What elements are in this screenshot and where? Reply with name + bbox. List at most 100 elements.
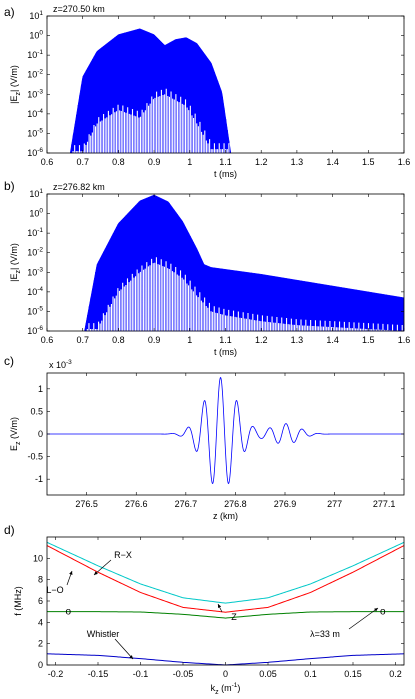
annotation-arrow: [114, 638, 134, 660]
y-tick-label: 10-2: [27, 247, 43, 258]
wavelength-marker: o: [65, 607, 71, 618]
panel-b: 0.6 0.7 0.8 0.9 1 1.1 1.2 1.3 1.4 1.5 1.610110010-…: [9, 182, 410, 357]
panel-label-3: d): [4, 523, 15, 537]
y-tick-exponent: 1: [39, 188, 43, 195]
y-tick-label: -1: [35, 474, 43, 484]
y-tick-base: 10: [29, 209, 39, 219]
y-axis-label: |Ez| (V/m): [9, 243, 22, 282]
x-tick-label: -0.05: [173, 669, 194, 679]
plot-frame-1: [46, 193, 405, 332]
x-tick-label: 1.5: [362, 157, 375, 167]
y-axis-label: |Ez| (V/m): [9, 65, 22, 104]
y-tick-base: 10: [27, 128, 37, 138]
x-tick-label: 276.6: [125, 499, 148, 509]
x-tick-label: 1.1: [219, 157, 232, 167]
y-tick-exponent: 0: [39, 30, 43, 37]
y-tick-exponent: 0: [39, 208, 43, 215]
y-tick-base: 10: [27, 287, 37, 297]
y-tick-label: 10-6: [27, 325, 43, 336]
y-tick-label: 0: [38, 429, 43, 439]
x-tick-label: 0.1: [304, 669, 317, 679]
x-axis-label: z (km): [213, 511, 238, 521]
waveform-spikes: [85, 195, 403, 331]
series-annotation: Z: [231, 612, 237, 622]
y-axis-label-sub: z: [15, 92, 22, 96]
y-tick-label: -0.5: [27, 452, 43, 462]
y-tick-base: 10: [27, 326, 37, 336]
x-tick-label: 276.5: [75, 499, 98, 509]
x-tick-label: 0.2: [389, 669, 402, 679]
y-axis-label-sub: z: [15, 441, 22, 445]
panel-d: o o -0.2 -0.15 -0.1 -0.05 0 0.05 0.1 0.15 0.2 0 2 4 6 8…: [13, 537, 405, 696]
y-tick-base: 10: [29, 11, 39, 21]
series-annotation: λ=33 m: [310, 629, 340, 639]
y-tick-exponent: -4: [37, 286, 43, 293]
y-tick-exponent: -5: [37, 305, 43, 312]
waveform-gaps: [72, 88, 230, 153]
y-tick-label: 4: [38, 617, 43, 627]
y-tick-label: 10-1: [27, 227, 43, 238]
y-tick-exponent: -2: [37, 69, 43, 76]
series-line-z: [47, 611, 404, 619]
panel-c: 276.5 276.6 276.7 276.8 276.9 277 277.1 -1 -0.5 0…: [9, 359, 404, 521]
plot-frame-0: [46, 15, 405, 154]
y-tick-label: 0.5: [30, 406, 43, 416]
x-tick-label: 1.3: [291, 335, 304, 345]
y-tick-exponent: -3: [37, 88, 43, 95]
x-tick-label: -0.15: [88, 669, 109, 679]
y-tick-label: 1: [38, 384, 43, 394]
plot-frame-3: [46, 536, 405, 666]
x-tick-label: 1.6: [398, 335, 411, 345]
x-tick-label: 0.15: [344, 669, 362, 679]
x-tick-label: 0.8: [112, 335, 125, 345]
y-tick-base: 10: [27, 89, 37, 99]
series-line-lo: [46, 545, 405, 613]
z-annotation: z=270.50 km: [53, 4, 105, 14]
series-line-rx: [46, 541, 405, 604]
panel-label-0: a): [4, 5, 15, 19]
x-axis-label-tail: (m: [219, 683, 232, 693]
x-axis-label-sup: -1: [232, 682, 238, 689]
y-tick-base: 10: [27, 50, 37, 60]
y-tick-base: 10: [27, 306, 37, 316]
y-tick-label: 0: [38, 660, 43, 670]
y-tick-label: 10-3: [27, 266, 43, 277]
x-tick-label: 276.9: [274, 499, 297, 509]
x-tick-label: 0.7: [76, 335, 89, 345]
x-tick-label: 1.2: [255, 335, 268, 345]
y-tick-label: 10-3: [27, 88, 43, 99]
x-axis-label: t (ms): [214, 347, 237, 357]
x-tick-label: 1.2: [255, 157, 268, 167]
y-tick-label: 101: [29, 188, 43, 199]
annotation-arrowhead: [218, 604, 222, 608]
x-axis-label-main: k: [211, 683, 216, 693]
series-annotation: L−O: [46, 585, 63, 595]
x-tick-label: 277: [327, 499, 342, 509]
y-tick-base: 10: [27, 228, 37, 238]
axis-multiplier-base: x 10: [49, 360, 66, 370]
x-tick-label: 276.7: [175, 499, 198, 509]
annotation-arrow: [348, 607, 379, 630]
y-tick-exponent: -1: [37, 227, 43, 234]
x-tick-label: -0.1: [133, 669, 149, 679]
y-tick-label: 10: [33, 553, 43, 563]
x-tick-label: 0.8: [112, 157, 125, 167]
y-tick-label: 6: [38, 596, 43, 606]
y-tick-label: 2: [38, 639, 43, 649]
x-tick-label: 1: [187, 157, 192, 167]
y-tick-base: 10: [27, 109, 37, 119]
y-tick-base: 10: [29, 31, 39, 41]
panel-a: 0.6 0.7 0.8 0.9 1 1.1 1.2 1.3 1.4 1.5 1.610110010-…: [9, 4, 410, 179]
x-axis-label: t (ms): [214, 169, 237, 179]
x-axis-label: kz (m-1): [211, 682, 241, 696]
y-axis-label-main: |E: [9, 96, 19, 104]
x-tick-label: 1.4: [326, 157, 339, 167]
x-tick-label: 0.6: [41, 157, 54, 167]
wavelength-marker: o: [380, 607, 386, 618]
x-tick-label: 0.9: [148, 157, 161, 167]
y-tick-label: 10-5: [27, 127, 43, 138]
x-tick-label: 1.5: [362, 335, 375, 345]
y-axis-label-sub: z: [15, 270, 22, 274]
y-tick-label: 100: [29, 30, 43, 41]
